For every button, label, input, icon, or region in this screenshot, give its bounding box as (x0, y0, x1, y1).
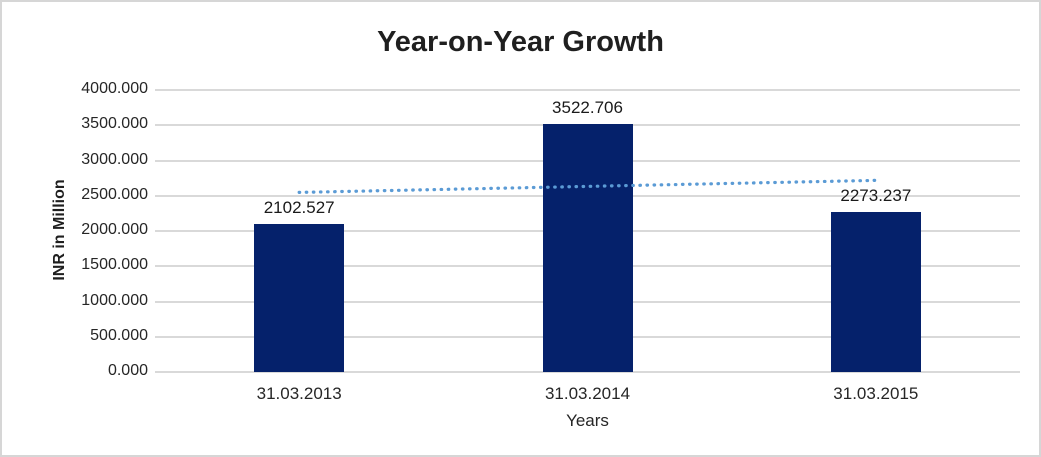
y-axis-tick-label: 1500.000 (81, 256, 148, 274)
x-axis-tick-label: 31.03.2013 (256, 384, 342, 403)
bar-31.03.2013 (254, 223, 345, 372)
y-axis-tick-label: 2500.000 (81, 185, 148, 203)
x-axis-tick-label: 31.03.2015 (833, 384, 919, 403)
x-axis-tick-label: 31.03.2014 (544, 384, 631, 403)
data-label: 3522.706 (552, 97, 623, 117)
trendline-path (297, 178, 878, 195)
trendline (297, 178, 878, 195)
y-axis-tick-label: 1000.000 (81, 291, 148, 309)
y-axis-tick-label: 3500.000 (81, 115, 148, 133)
plot-area (155, 89, 1020, 373)
y-axis-tick-label: 3000.000 (81, 150, 148, 168)
y-axis-tick-label: 0.000 (107, 362, 148, 379)
y-axis-tick-label: 2000.000 (81, 221, 148, 238)
data-label: 2102.527 (263, 197, 335, 217)
gridline (155, 89, 1020, 91)
data-label: 2273.237 (840, 185, 912, 205)
gridline (155, 371, 1020, 373)
x-axis-title: Years (566, 411, 609, 430)
y-axis-tick-label: 4000.000 (81, 80, 148, 97)
y-axis-tick-label: 500.000 (90, 326, 148, 344)
bar-31.03.2014 (542, 123, 633, 372)
bar-31.03.2015 (830, 211, 921, 372)
chart-title: Year-on-Year Growth (377, 26, 664, 58)
